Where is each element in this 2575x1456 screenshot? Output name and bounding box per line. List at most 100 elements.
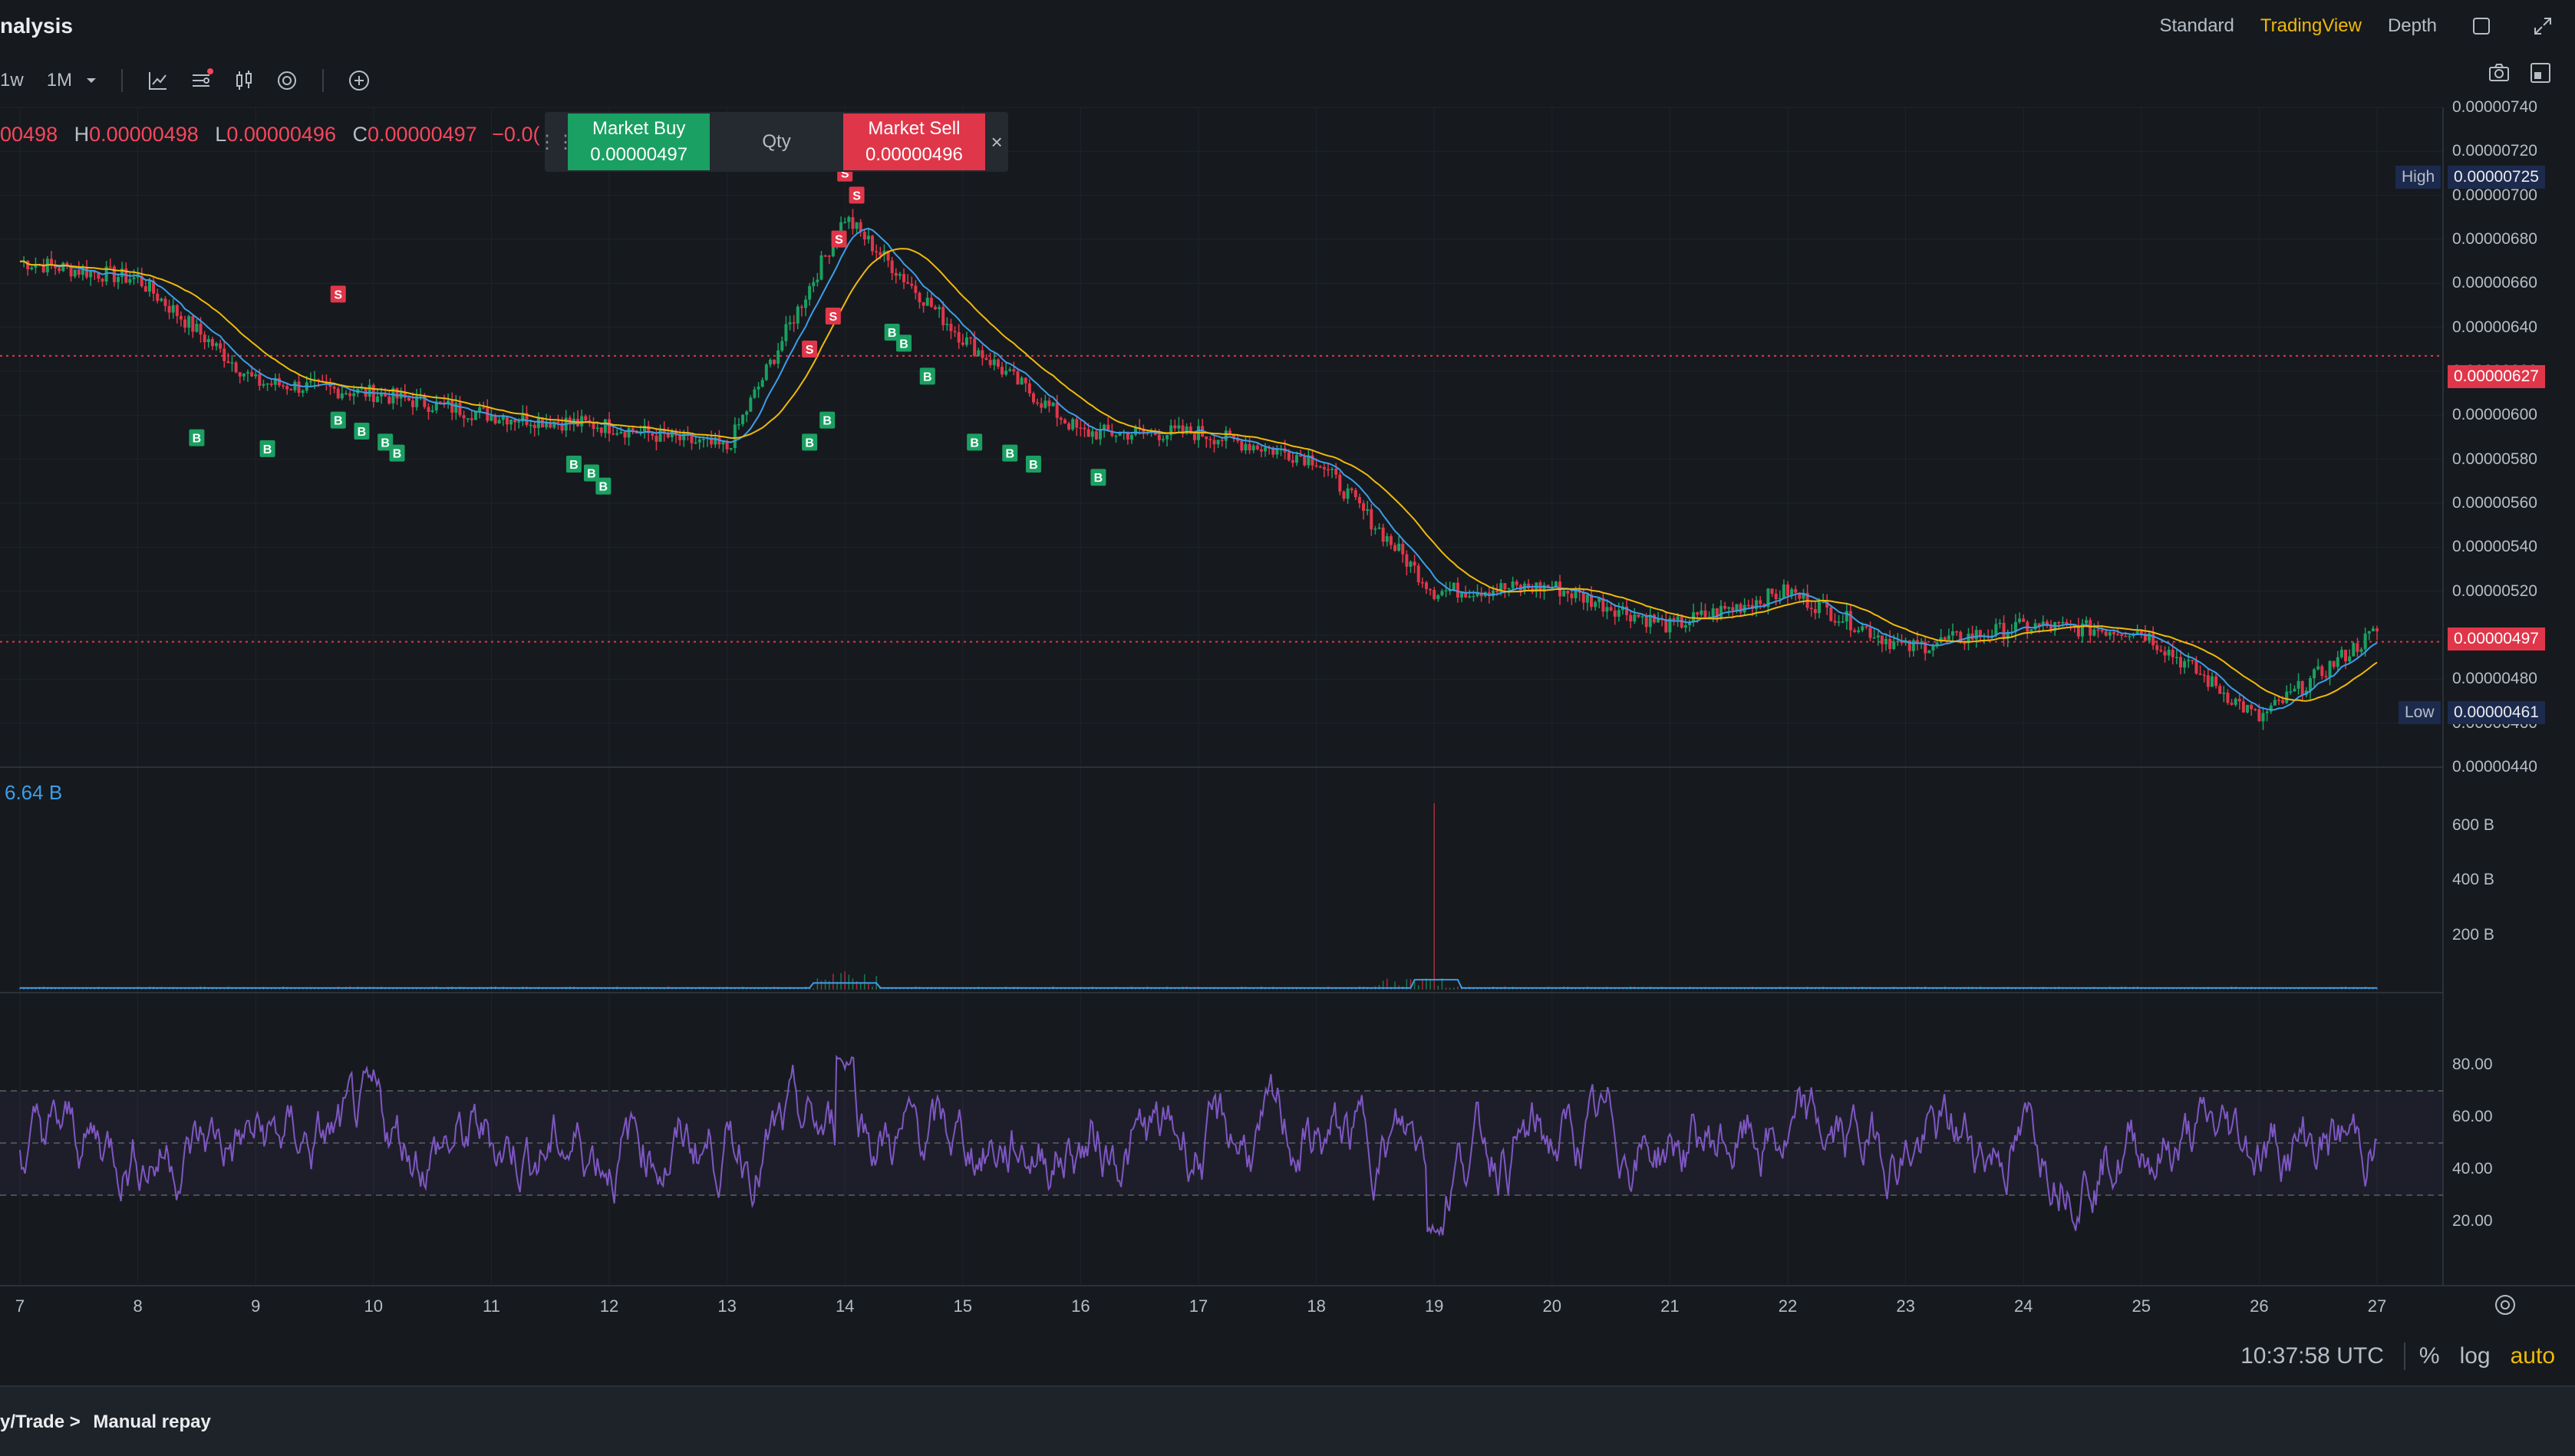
chart-status-bar: 10:37:58 UTC % log auto xyxy=(2240,1338,2575,1375)
candle-body xyxy=(1746,604,1750,607)
tab-standard[interactable]: Standard xyxy=(2159,15,2234,36)
close-icon[interactable]: × xyxy=(991,130,1003,153)
candle-body xyxy=(517,421,521,423)
add-indicator-icon[interactable] xyxy=(342,64,376,97)
buy-marker xyxy=(1025,456,1041,473)
candle-body xyxy=(529,424,532,427)
chart-settings-icon[interactable] xyxy=(184,64,218,97)
candle-body xyxy=(690,433,694,443)
candle-body xyxy=(368,384,371,397)
page-title: nalysis xyxy=(0,14,73,38)
buy-marker-label: B xyxy=(569,459,579,472)
candle-body xyxy=(411,400,414,407)
volume-tick-label: 200 B xyxy=(2452,925,2494,944)
tab-tradingview[interactable]: TradingView xyxy=(2260,15,2362,36)
candle-body xyxy=(242,373,246,377)
candle-body xyxy=(2250,704,2254,710)
axis-settings-icon[interactable] xyxy=(2492,1292,2518,1322)
time-tick-label: 18 xyxy=(1307,1296,1326,1316)
candle-body xyxy=(647,425,651,433)
interval-1m[interactable]: 1M xyxy=(47,70,98,91)
auto-toggle[interactable]: auto xyxy=(2510,1343,2555,1369)
candle-body xyxy=(2174,657,2178,658)
candle-type-icon[interactable] xyxy=(227,64,261,97)
expand-icon[interactable] xyxy=(2526,9,2560,43)
qty-input[interactable]: Qty xyxy=(762,131,791,152)
candle-body xyxy=(2167,649,2171,656)
buy-marker xyxy=(565,456,582,473)
candle-body xyxy=(525,413,529,425)
percent-toggle[interactable]: % xyxy=(2418,1343,2440,1369)
candle-body xyxy=(1063,420,1067,423)
candle-body xyxy=(1947,635,1950,640)
layout-toggle-icon[interactable] xyxy=(2465,9,2498,43)
candle-body xyxy=(1166,435,1169,440)
candle-body xyxy=(1955,631,1959,633)
breadcrumb-prefix[interactable]: y/Trade > xyxy=(0,1412,81,1432)
sell-marker-label: S xyxy=(806,344,814,357)
tab-depth[interactable]: Depth xyxy=(2387,15,2437,36)
candle-body xyxy=(73,269,77,277)
drag-handle-icon[interactable]: ⋮⋮ xyxy=(538,131,575,153)
candle-body xyxy=(1251,445,1255,451)
fullscreen-icon[interactable] xyxy=(2529,61,2552,88)
candle-body xyxy=(1031,393,1035,403)
camera-icon[interactable] xyxy=(2488,61,2511,88)
candle-body xyxy=(423,395,427,407)
candle-body xyxy=(549,422,552,428)
market-buy-price: 0.00000497 xyxy=(590,144,688,165)
candle-body xyxy=(1409,562,1413,567)
candle-body xyxy=(1680,616,1683,628)
candle-body xyxy=(1853,630,1857,632)
candle-body xyxy=(612,433,615,435)
candle-body xyxy=(753,389,757,398)
candle-body xyxy=(223,348,226,361)
candle-body xyxy=(254,374,258,377)
candle-body xyxy=(269,383,273,385)
candle-body xyxy=(910,283,914,286)
time-tick-label: 11 xyxy=(482,1296,500,1316)
candle-body xyxy=(1664,618,1668,633)
buy-marker-label: B xyxy=(923,371,932,384)
candle-body xyxy=(839,222,843,239)
candle-body xyxy=(1255,445,1259,450)
bottom-bar: y/Trade > Manual repay xyxy=(0,1385,2575,1456)
candle-body xyxy=(2163,651,2167,656)
indicator-chart-icon[interactable] xyxy=(141,64,175,97)
candle-body xyxy=(1492,590,1495,597)
candle-body xyxy=(764,364,768,380)
candle-body xyxy=(1566,591,1570,594)
buy-marker-label: B xyxy=(263,443,272,456)
candle-body xyxy=(1059,417,1063,420)
candle-body xyxy=(458,403,462,416)
candle-body xyxy=(215,343,218,347)
low-badge: Low xyxy=(2399,701,2441,724)
rsi-line xyxy=(19,1054,2378,1237)
candle-body xyxy=(1798,592,1802,599)
candle-body xyxy=(2081,623,2084,637)
candle-body xyxy=(1809,608,1813,609)
interval-1w[interactable]: 1w xyxy=(0,70,24,91)
log-toggle[interactable]: log xyxy=(2459,1343,2491,1369)
candle-body xyxy=(1275,449,1279,455)
market-sell-button[interactable]: Market Sell 0.00000496 xyxy=(842,114,986,170)
market-buy-button[interactable]: Market Buy 0.00000497 xyxy=(568,114,711,170)
candle-body xyxy=(1185,426,1189,434)
candle-body xyxy=(2371,628,2375,631)
candle-body xyxy=(2041,621,2045,626)
candle-body xyxy=(545,422,549,428)
candle-body xyxy=(1499,583,1503,592)
candle-body xyxy=(969,337,973,339)
candle-body xyxy=(1727,607,1731,609)
time-tick-label: 14 xyxy=(835,1296,855,1316)
candle-body xyxy=(1652,614,1656,623)
candle-body xyxy=(1370,509,1373,529)
candle-body xyxy=(447,400,450,404)
candle-body xyxy=(2143,633,2147,641)
candle-body xyxy=(2210,676,2214,687)
buy-marker xyxy=(1090,469,1106,486)
status-divider xyxy=(2403,1342,2405,1370)
candle-body xyxy=(1472,595,1475,598)
target-icon[interactable] xyxy=(270,64,304,97)
